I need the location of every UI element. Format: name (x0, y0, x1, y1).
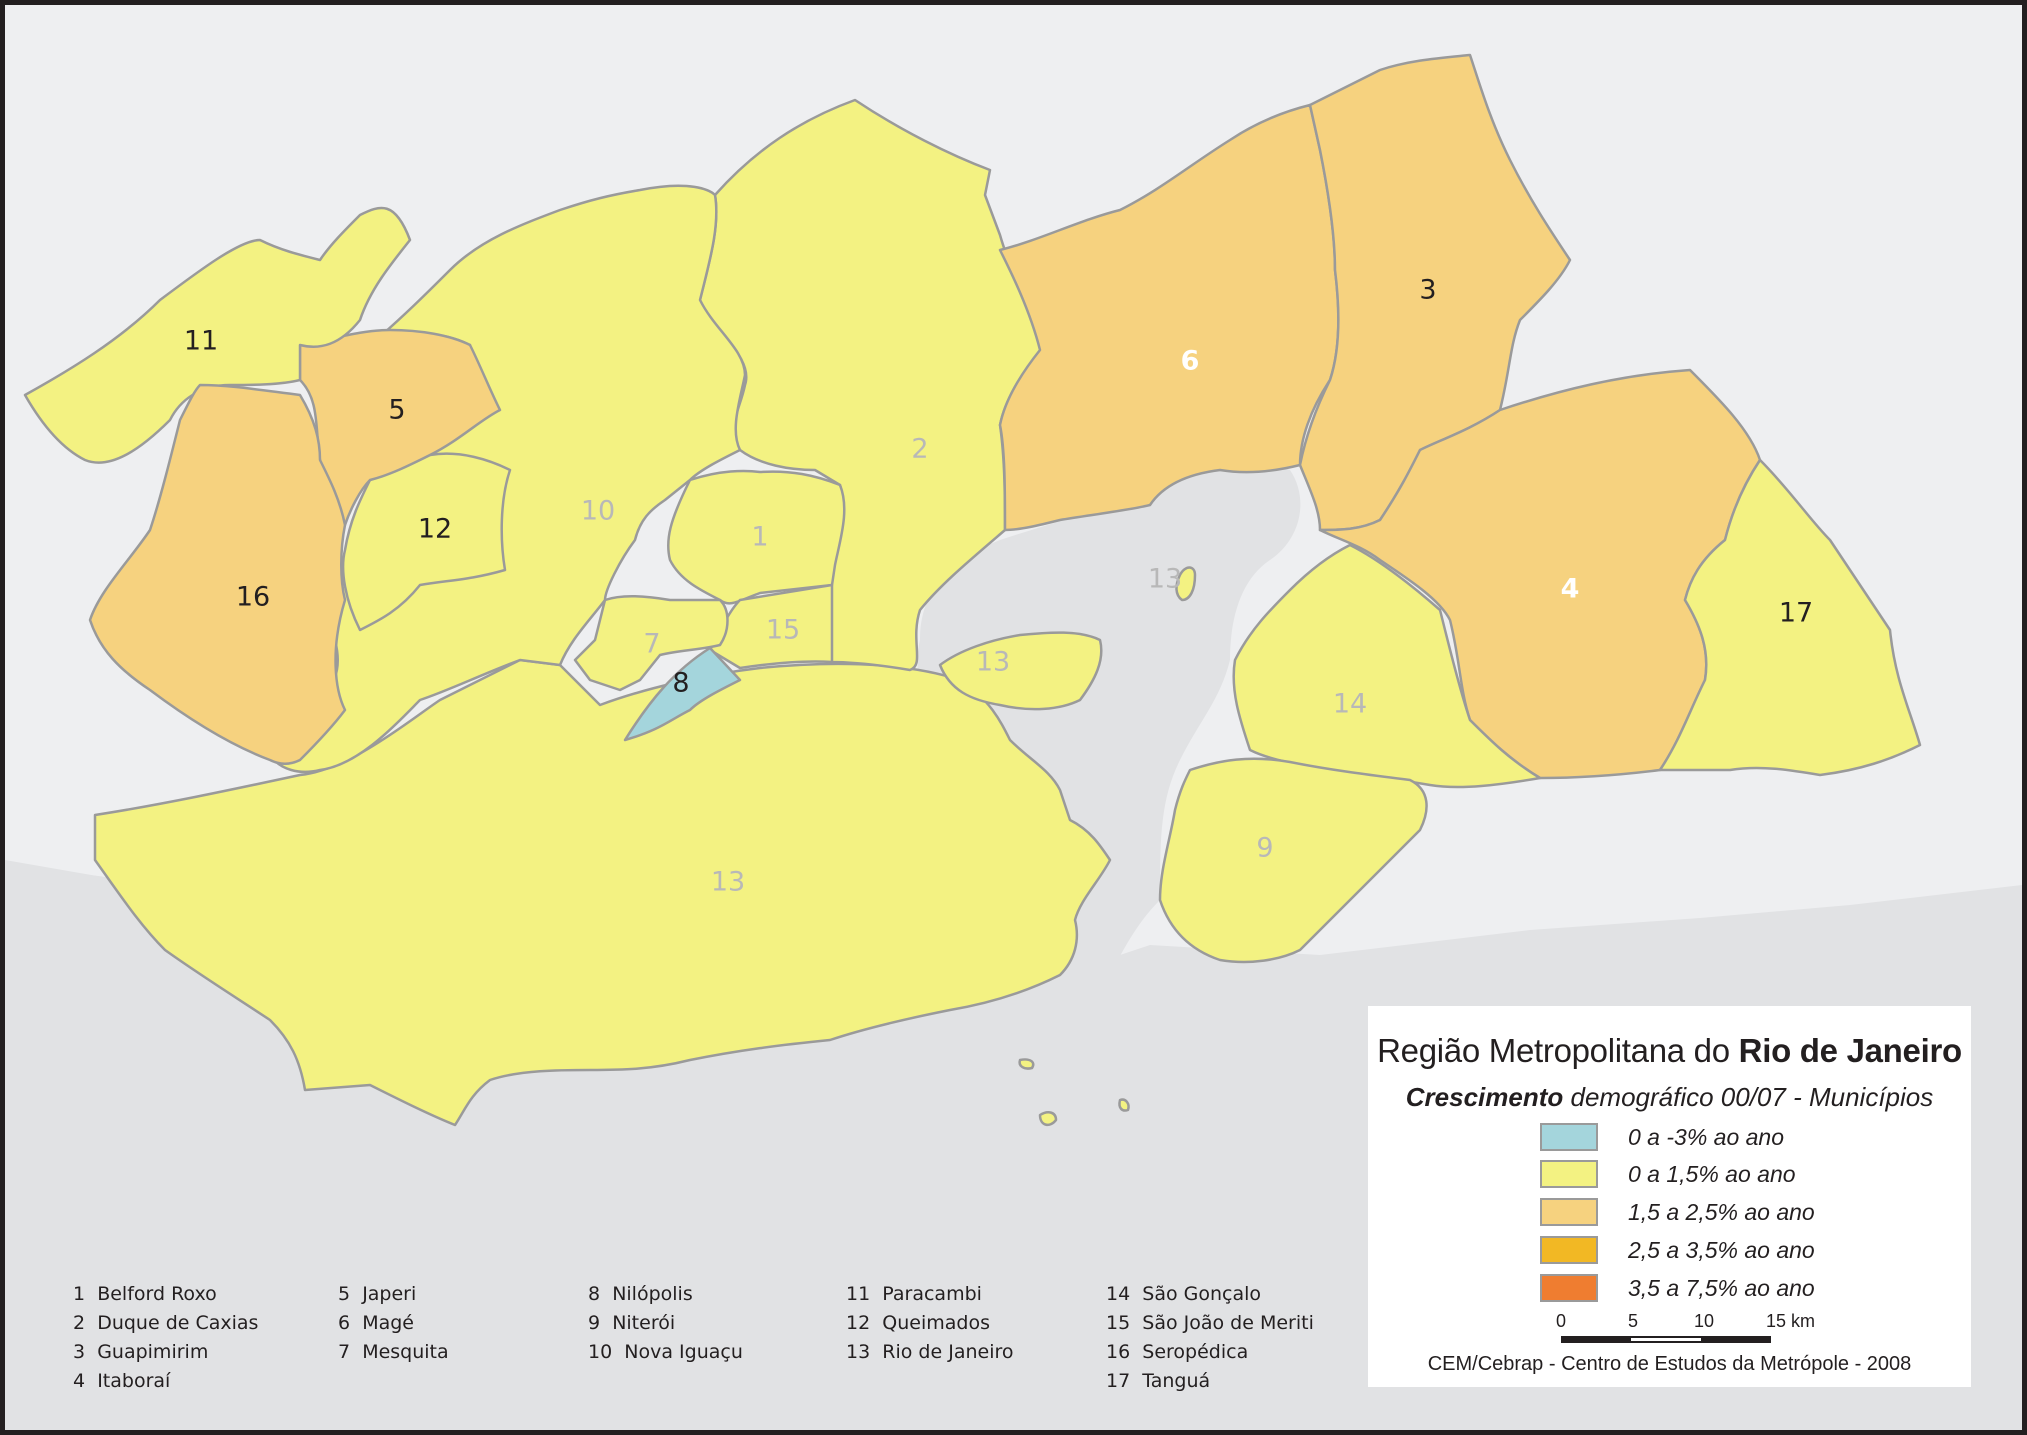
municipality-7[interactable] (573, 595, 729, 692)
label-4: 4 (1561, 574, 1580, 605)
legend-class-label: 0 a 1,5% ao ano (1628, 1161, 1796, 1187)
key-item: 6 Magé (338, 1312, 414, 1334)
municipality-11[interactable] (23, 206, 412, 464)
label-13-island: 13 (976, 647, 1010, 678)
island-governador[interactable] (938, 631, 1103, 711)
island-ocean-2[interactable] (1118, 1098, 1130, 1112)
key-column: 1 Belford Roxo 2 Duque de Caxias 3 Guapi… (73, 1280, 258, 1396)
legend-class-4: 3,5 a 7,5% ao ano (1540, 1274, 1960, 1306)
municipality-12[interactable] (341, 452, 512, 632)
key-item: 5 Japeri (338, 1283, 417, 1305)
label-5: 5 (388, 395, 405, 426)
legend-class-label: 1,5 a 2,5% ao ano (1628, 1199, 1815, 1225)
key-item: 3 Guapimirim (73, 1341, 209, 1363)
label-15: 15 (766, 615, 800, 646)
key-item: 10 Nova Iguaçu (588, 1341, 743, 1363)
legend-title: Região Metropolitana do Rio de Janeiro (1368, 1032, 1971, 1070)
scale-bar-segment (1631, 1338, 1701, 1341)
label-17: 17 (1779, 598, 1813, 629)
credit-text: CEM/Cebrap - Centro de Estudos da Metróp… (1427, 1353, 1912, 1375)
legend-swatch (1540, 1274, 1598, 1302)
label-2: 2 (911, 434, 928, 465)
label-10: 10 (581, 496, 615, 527)
key-item: 1 Belford Roxo (73, 1283, 217, 1305)
key-item: 7 Mesquita (338, 1341, 449, 1363)
municipality-16[interactable] (88, 383, 347, 765)
key-item: 15 São João de Meriti (1106, 1312, 1314, 1334)
municipality-6[interactable] (998, 103, 1340, 532)
island-ocean-1[interactable] (1038, 1111, 1058, 1127)
legend-class-1: 0 a 1,5% ao ano (1540, 1160, 1960, 1192)
municipality-8[interactable] (623, 646, 742, 742)
scale-tick: 5 (1628, 1311, 1639, 1331)
scale-tick: 10 (1694, 1311, 1715, 1331)
key-item: 14 São Gonçalo (1106, 1283, 1262, 1305)
label-7: 7 (643, 629, 660, 660)
municipality-9[interactable] (1158, 757, 1428, 964)
municipality-labels: 1 2 3 4 5 6 7 8 9 10 11 12 13 14 15 16 1… (184, 275, 1813, 898)
key-column: 11 Paracambi 12 Queimados 13 Rio de Jane… (846, 1280, 1014, 1367)
legend-swatch (1540, 1236, 1598, 1264)
key-column: 5 Japeri 6 Magé 7 Mesquita (338, 1280, 449, 1367)
label-11: 11 (184, 326, 218, 357)
key-item: 2 Duque de Caxias (73, 1312, 259, 1334)
label-8: 8 (672, 668, 689, 699)
legend-class-3: 2,5 a 3,5% ao ano (1540, 1236, 1960, 1268)
legend-subtitle: Crescimento demográfico 00/07 - Municípi… (1368, 1082, 1971, 1113)
scale-tick: 0 (1556, 1311, 1567, 1331)
label-14: 14 (1333, 689, 1367, 720)
key-column: 14 São Gonçalo 15 São João de Meriti 16 … (1106, 1280, 1314, 1396)
label-12: 12 (418, 514, 452, 545)
island-ocean-3[interactable] (1018, 1058, 1035, 1070)
key-item: 17 Tanguá (1106, 1370, 1211, 1392)
legend-swatch (1540, 1198, 1598, 1226)
key-item: 8 Nilópolis (588, 1283, 693, 1305)
label-1: 1 (751, 522, 768, 553)
municipality-2[interactable] (698, 98, 1047, 672)
label-9: 9 (1256, 833, 1273, 864)
municipality-14[interactable] (1232, 543, 1542, 789)
municipality-1[interactable] (666, 469, 846, 605)
island-paqueta[interactable] (1175, 566, 1197, 602)
legend-subtitle-bold: Crescimento (1405, 1082, 1564, 1112)
key-column: 8 Nilópolis 9 Niterói 10 Nova Iguaçu (588, 1280, 743, 1367)
key-item: 9 Niterói (588, 1312, 676, 1334)
legend-title-prefix: Região Metropolitana do (1377, 1032, 1739, 1069)
legend-class-label: 0 a -3% ao ano (1628, 1124, 1785, 1150)
legend-title-bold: Rio de Janeiro (1738, 1032, 1963, 1069)
key-item: 12 Queimados (846, 1312, 990, 1334)
legend-class-2: 1,5 a 2,5% ao ano (1540, 1198, 1960, 1230)
label-16: 16 (236, 582, 270, 613)
label-13: 13 (711, 867, 745, 898)
legend-class-label: 2,5 a 3,5% ao ano (1628, 1237, 1815, 1263)
municipality-17[interactable] (1658, 458, 1922, 777)
legend-subtitle-rest: demográfico 00/07 - Municípios (1563, 1082, 1934, 1112)
label-6: 6 (1181, 346, 1200, 377)
key-item: 13 Rio de Janeiro (846, 1341, 1014, 1363)
label-13-island: 13 (1148, 564, 1182, 595)
legend-swatch (1540, 1160, 1598, 1188)
municipality-5[interactable] (298, 328, 502, 527)
legend-class-label: 3,5 a 7,5% ao ano (1628, 1275, 1815, 1301)
scale-bar-graphic (1561, 1336, 1771, 1343)
scale-tick: 15 km (1766, 1311, 1816, 1331)
legend-class-0: 0 a -3% ao ano (1540, 1123, 1960, 1155)
legend-swatch (1540, 1123, 1598, 1151)
key-item: 4 Itaboraí (73, 1370, 171, 1392)
label-3: 3 (1419, 275, 1436, 306)
key-item: 16 Seropédica (1106, 1341, 1249, 1363)
key-item: 11 Paracambi (846, 1283, 982, 1305)
legend: Região Metropolitana do Rio de Janeiro C… (1368, 1006, 1971, 1387)
